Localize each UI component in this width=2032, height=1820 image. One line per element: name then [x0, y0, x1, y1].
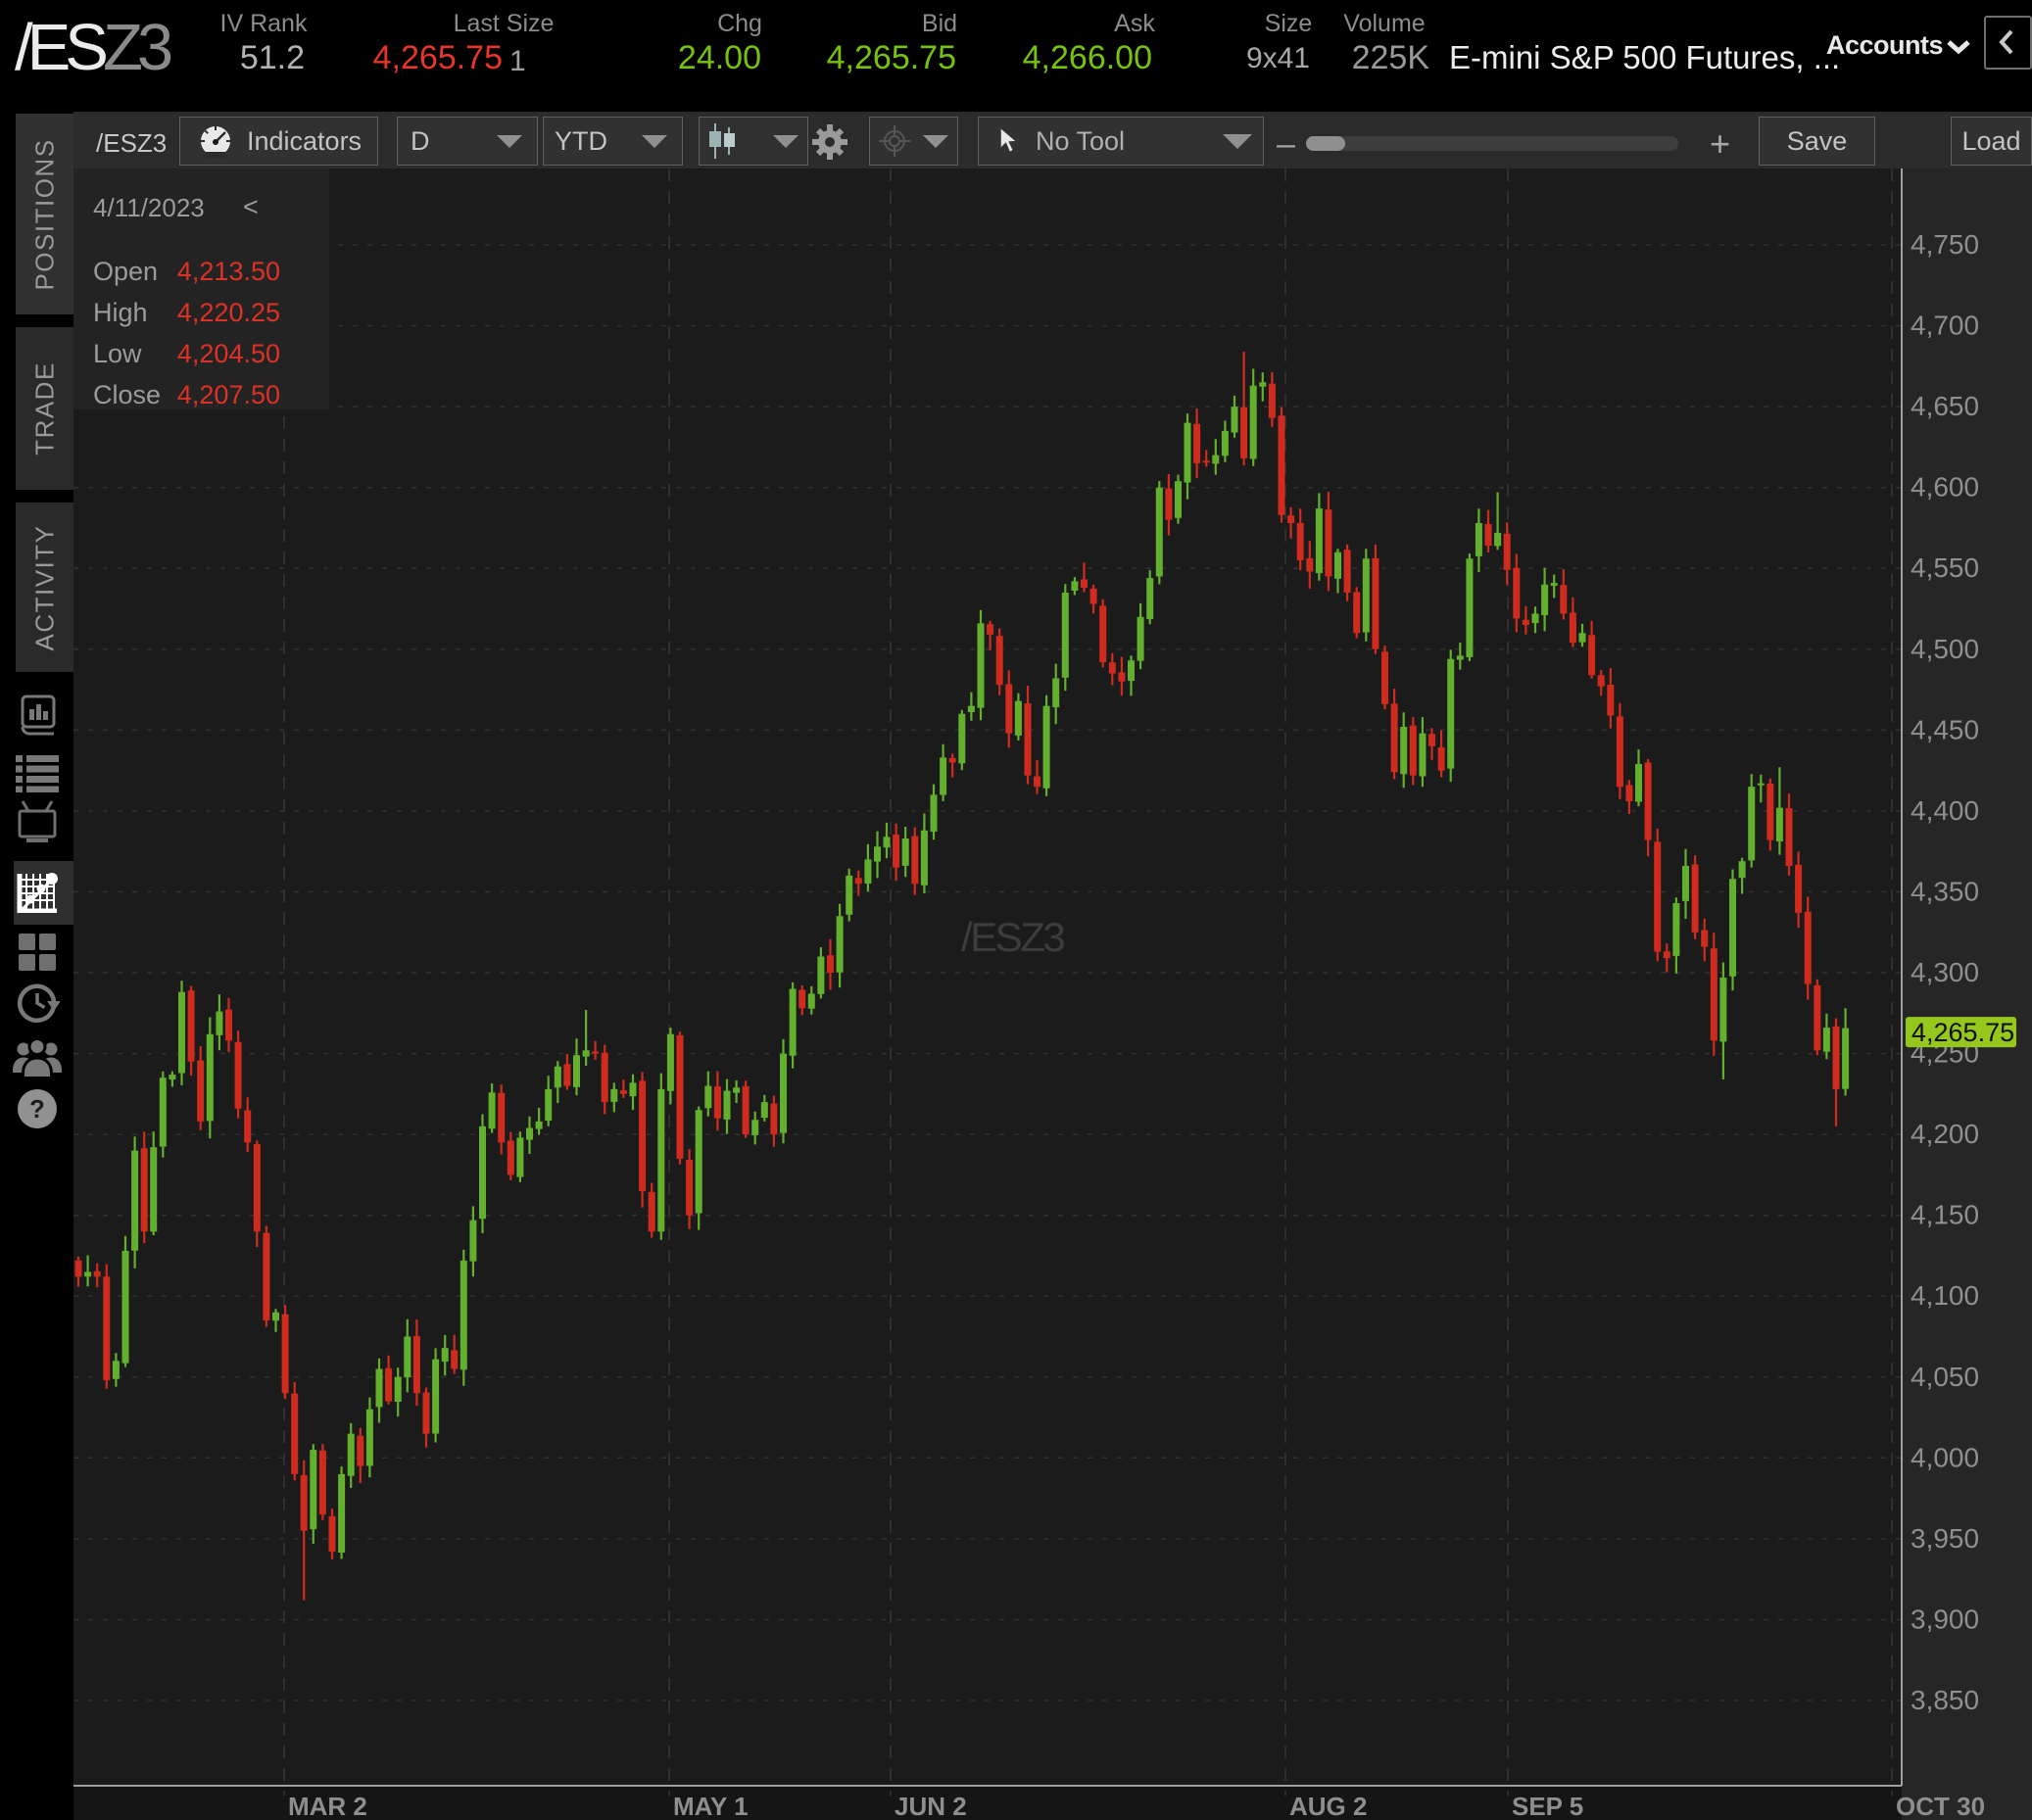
svg-text:OCT 30: OCT 30 [1896, 1792, 1985, 1820]
svg-text:4,265.75: 4,265.75 [1911, 1018, 2014, 1047]
svg-text:4,450: 4,450 [1911, 714, 1979, 744]
svg-text:?: ? [29, 1094, 45, 1124]
svg-text:4,700: 4,700 [1911, 311, 1979, 341]
svg-text:3,850: 3,850 [1911, 1685, 1979, 1715]
svg-text:JUN 2: JUN 2 [895, 1792, 967, 1820]
svg-text:4,200: 4,200 [1911, 1119, 1979, 1149]
svg-text:4,350: 4,350 [1911, 876, 1979, 906]
svg-text:AUG 2: AUG 2 [1289, 1792, 1367, 1820]
svg-text:4,150: 4,150 [1911, 1200, 1979, 1230]
svg-text:SEP 5: SEP 5 [1512, 1792, 1583, 1820]
svg-text:4,100: 4,100 [1911, 1280, 1979, 1311]
svg-text:4,000: 4,000 [1911, 1442, 1979, 1472]
svg-text:4,500: 4,500 [1911, 634, 1979, 664]
svg-text:/ESZ3: /ESZ3 [961, 914, 1064, 960]
svg-text:4,400: 4,400 [1911, 795, 1979, 826]
svg-text:4,050: 4,050 [1911, 1362, 1979, 1392]
svg-text:4,300: 4,300 [1911, 957, 1979, 987]
svg-text:3,950: 3,950 [1911, 1523, 1979, 1554]
svg-text:3,900: 3,900 [1911, 1604, 1979, 1635]
svg-text:4,650: 4,650 [1911, 391, 1979, 421]
svg-text:4,600: 4,600 [1911, 472, 1979, 503]
svg-text:4,750: 4,750 [1911, 229, 1979, 260]
svg-text:MAY 1: MAY 1 [673, 1792, 749, 1820]
svg-text:MAR 2: MAR 2 [288, 1792, 367, 1820]
svg-text:4,550: 4,550 [1911, 552, 1979, 583]
